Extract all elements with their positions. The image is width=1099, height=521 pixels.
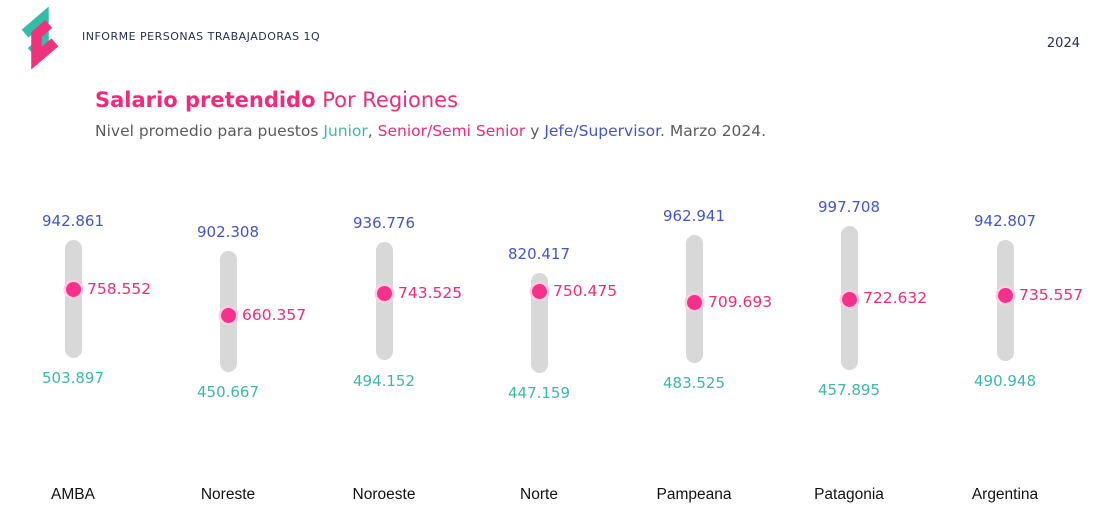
jefe-supervisor-value-label: 962.941 (662, 206, 726, 225)
legend-senior: Senior/Semi Senior (377, 122, 526, 140)
senior-midpoint-dot (65, 282, 81, 298)
jefe-supervisor-value-label: 936.776 (352, 213, 416, 232)
region-label: Pampeana (656, 486, 732, 503)
region-label: Noreste (200, 486, 256, 503)
senior-midpoint-dot (531, 284, 547, 300)
region-label: Norte (520, 486, 558, 503)
salary-range-bar (375, 241, 393, 361)
region-label: AMBA (51, 486, 95, 503)
page-subtitle: Nivel promedio para puestos Junior, Seni… (95, 122, 766, 140)
junior-value-label: 503.897 (41, 368, 105, 387)
senior-semi-senior-value-label: 722.632 (863, 289, 928, 308)
senior-midpoint-dot (220, 308, 236, 324)
subtitle-sep1: , (367, 122, 378, 140)
senior-semi-senior-value-label: 750.475 (553, 281, 618, 300)
subtitle-prefix: Nivel promedio para puestos (95, 122, 324, 140)
senior-semi-senior-value-label: 743.525 (398, 283, 463, 302)
senior-midpoint-dot (686, 295, 702, 311)
report-title: INFORME PERSONAS TRABAJADORAS 1Q (82, 30, 321, 43)
region-label: Patagonia (814, 486, 884, 503)
page-title-regular: Por Regiones (315, 88, 459, 112)
subtitle-sep2: y (525, 122, 545, 140)
region-label: Argentina (971, 486, 1039, 503)
jefe-supervisor-value-label: 902.308 (196, 223, 260, 242)
jefe-supervisor-value-label: 820.417 (507, 245, 571, 264)
junior-value-label: 494.152 (352, 371, 416, 390)
junior-value-label: 490.948 (973, 372, 1037, 391)
senior-semi-senior-value-label: 758.552 (87, 279, 152, 298)
jefe-supervisor-value-label: 942.807 (973, 212, 1037, 231)
senior-semi-senior-value-label: 735.557 (1019, 285, 1084, 304)
company-logo-icon (21, 7, 59, 69)
junior-value-label: 483.525 (662, 374, 726, 393)
jefe-supervisor-value-label: 997.708 (817, 197, 881, 216)
jefe-supervisor-value-label: 942.861 (41, 212, 105, 231)
legend-jefe: Jefe/Supervisor (544, 122, 661, 140)
junior-value-label: 450.667 (196, 383, 260, 402)
subtitle-suffix: . Marzo 2024. (660, 122, 767, 140)
year-label: 2024 (1046, 36, 1080, 51)
senior-semi-senior-value-label: 660.357 (242, 305, 307, 324)
senior-midpoint-dot (376, 286, 392, 302)
legend-junior: Junior (323, 122, 368, 140)
senior-midpoint-dot (997, 288, 1013, 304)
page-title: Salario pretendido Por Regiones (95, 88, 458, 112)
senior-midpoint-dot (841, 291, 857, 307)
salary-range-bar (530, 273, 548, 374)
salary-range-bar (64, 240, 82, 358)
senior-semi-senior-value-label: 709.693 (708, 292, 773, 311)
region-label: Noroeste (352, 486, 416, 503)
junior-value-label: 447.159 (507, 384, 571, 403)
page-title-bold: Salario pretendido (95, 88, 316, 112)
junior-value-label: 457.895 (817, 381, 881, 400)
